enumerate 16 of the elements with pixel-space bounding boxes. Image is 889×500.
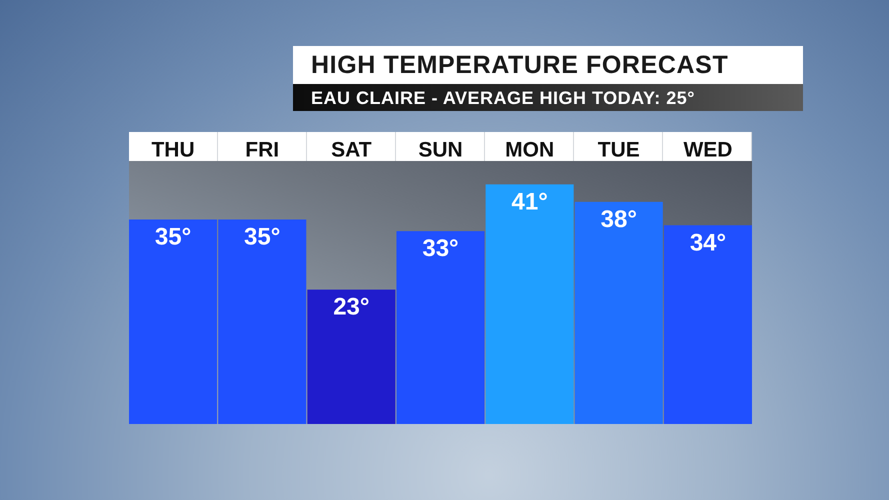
data-label: 35°: [154, 223, 192, 250]
x-tick-label: TUE: [598, 138, 640, 162]
data-label: 33°: [422, 235, 459, 262]
data-label: 34°: [690, 229, 726, 256]
chart-title: HIGH TEMPERATURE FORECAST: [311, 50, 728, 81]
x-tick-label: THU: [151, 138, 195, 162]
data-label: 35°: [244, 223, 280, 250]
x-tick-label: SAT: [331, 138, 372, 162]
x-tick-label: FRI: [245, 138, 280, 162]
data-label: 23°: [333, 294, 370, 321]
x-tick-label: SUN: [418, 138, 463, 162]
data-label: 41°: [512, 188, 548, 216]
chart-subtitle: EAU CLAIRE - AVERAGE HIGH TODAY: 25°: [311, 87, 695, 110]
data-label: 38°: [600, 206, 637, 233]
x-tick-label: WED: [683, 138, 732, 162]
x-tick-label: MON: [505, 138, 554, 162]
